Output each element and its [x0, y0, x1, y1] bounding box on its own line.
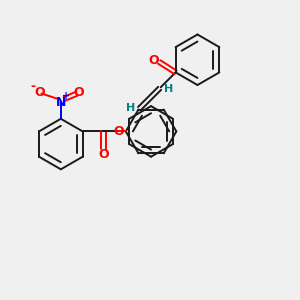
Text: O: O	[148, 54, 159, 67]
Text: N: N	[56, 96, 66, 109]
Text: +: +	[62, 91, 70, 101]
Text: -: -	[31, 80, 36, 94]
Text: H: H	[126, 103, 136, 113]
Text: O: O	[113, 125, 124, 138]
Text: O: O	[74, 86, 84, 99]
Text: H: H	[164, 84, 174, 94]
Text: O: O	[98, 148, 109, 161]
Text: O: O	[35, 86, 45, 99]
